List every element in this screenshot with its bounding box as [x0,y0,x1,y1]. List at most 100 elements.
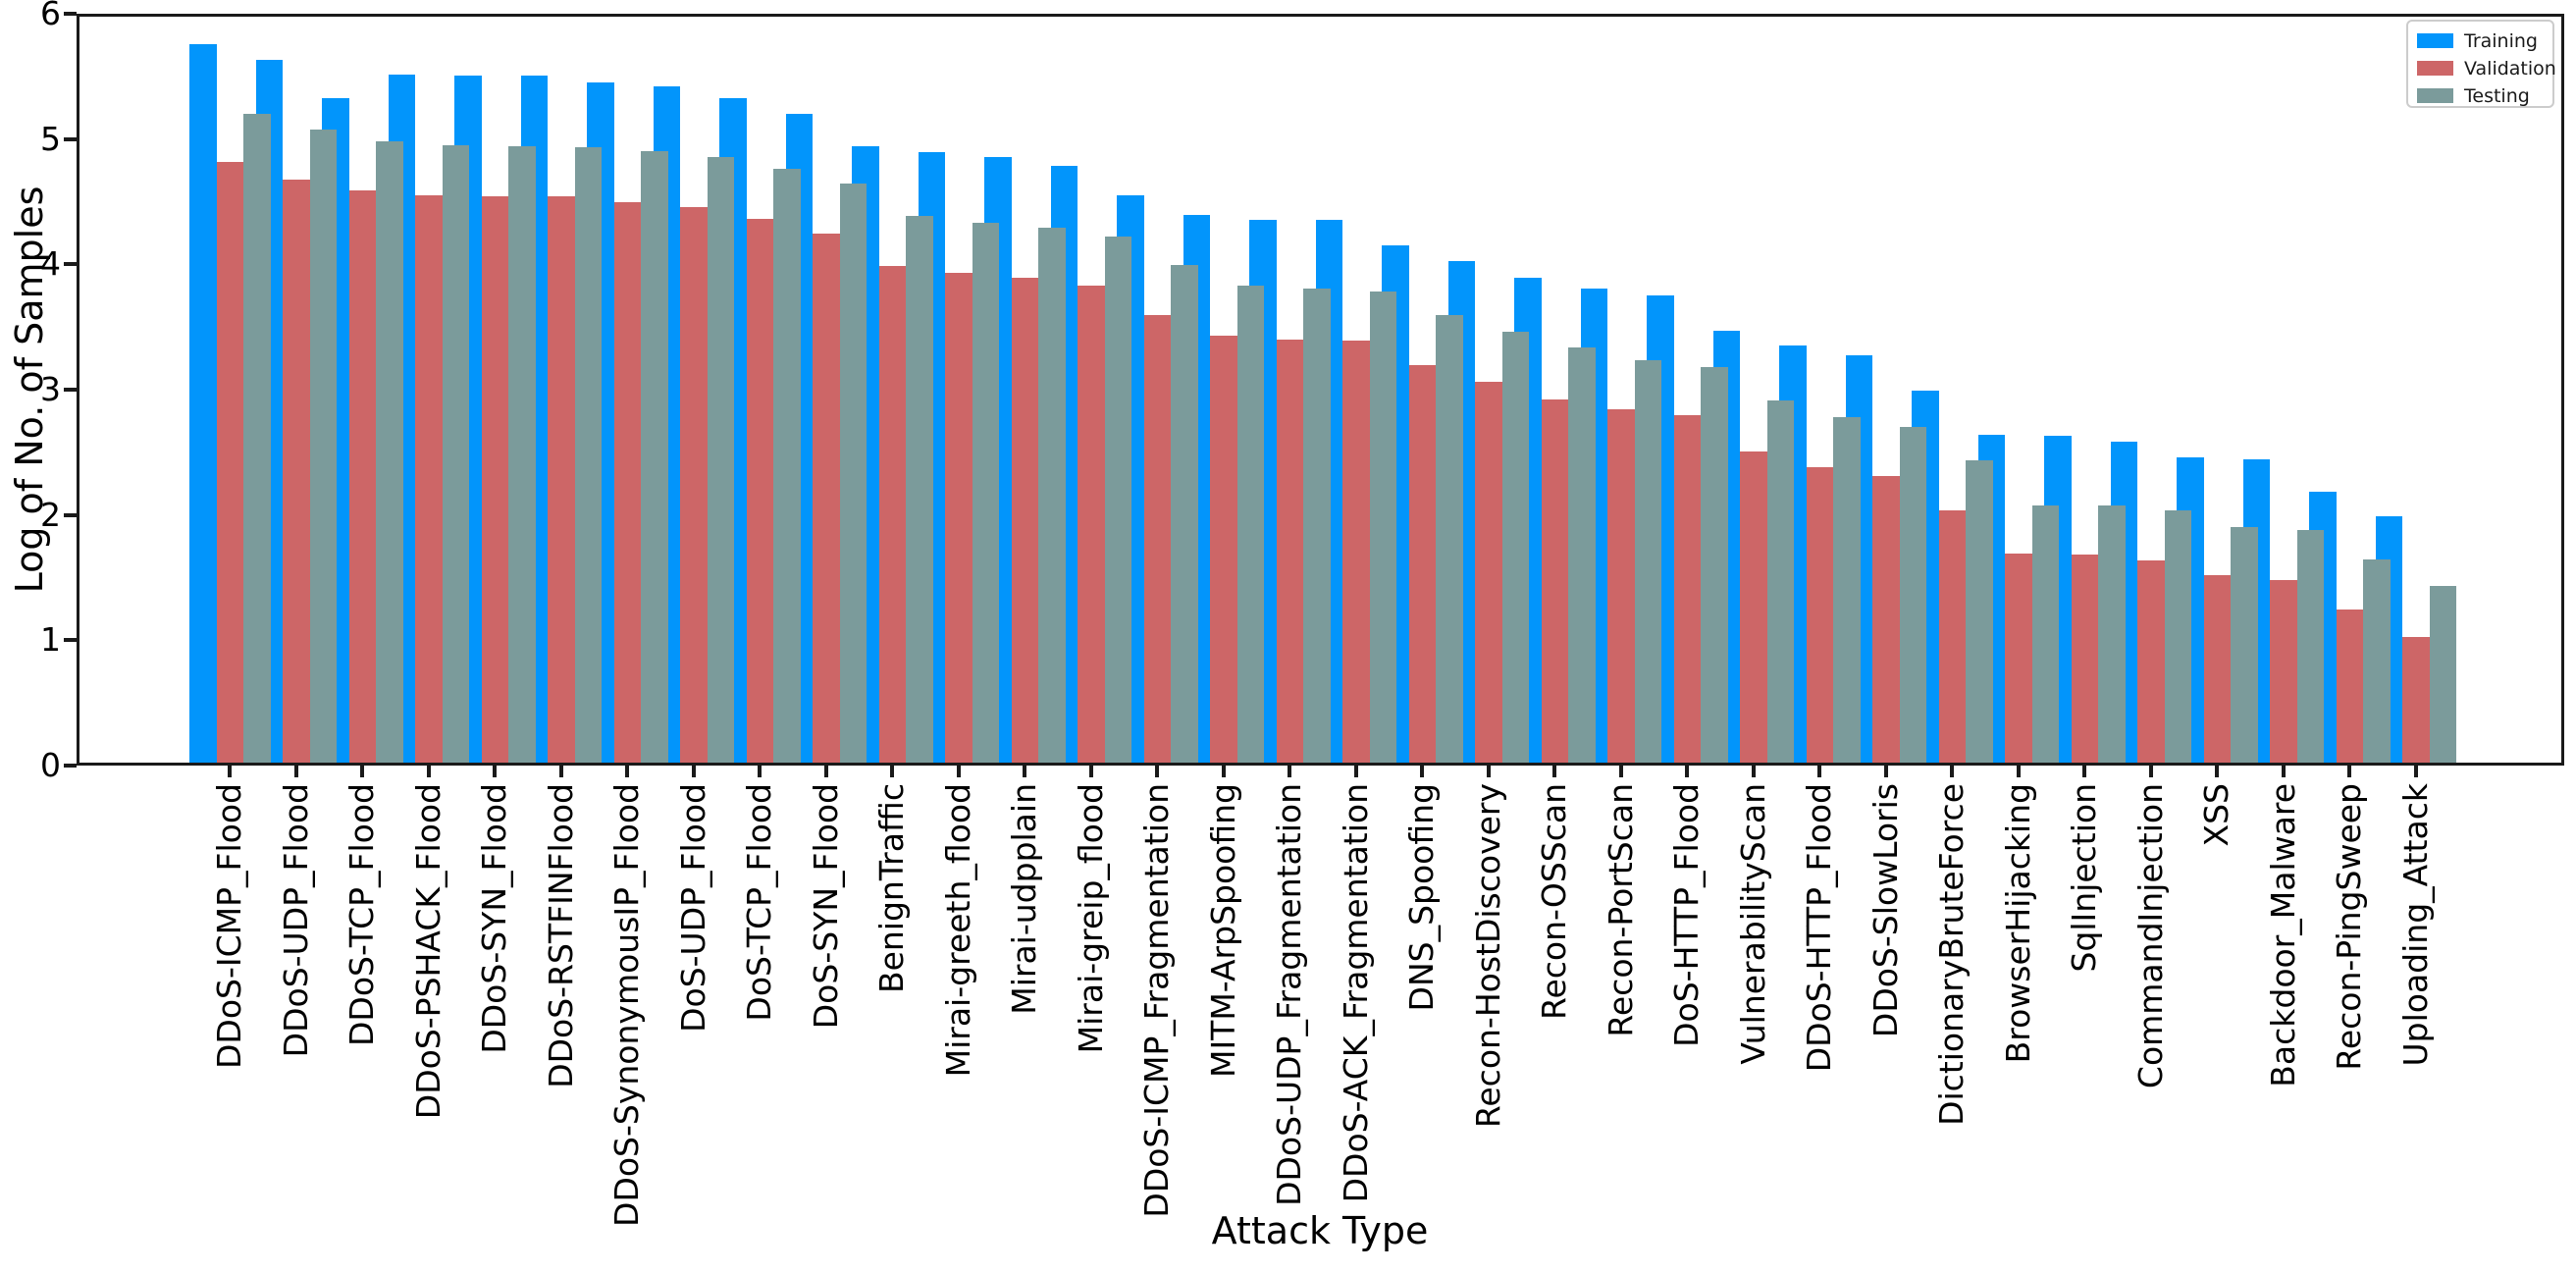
x-tick-mark [293,766,298,777]
x-tick-mark [1023,766,1027,777]
x-tick-mark [2215,766,2220,777]
bar-validation [1607,408,1635,763]
bar-testing [2098,505,2126,763]
bar-validation [2203,574,2231,763]
x-tick-mark [2082,766,2087,777]
bar-validation [1210,335,1237,763]
bar-testing [1104,236,1131,763]
legend-swatch-training [2417,33,2453,48]
bar-testing [1501,331,1529,763]
bar-testing [1833,416,1861,763]
bar-testing [1966,460,1993,763]
x-tick-label: MITM-ArpSpoofing [1203,783,1242,1079]
x-tick-mark [823,766,828,777]
x-tick-label: DoS-SYN_Flood [806,783,845,1030]
bar-validation [2402,637,2430,763]
y-tick-label: 4 [40,244,61,284]
bar-testing [1369,291,1396,763]
x-tick-label: DDoS-SynonymousIP_Flood [607,783,647,1227]
y-tick-mark [64,388,77,392]
bar-group [2177,11,2258,763]
bar-validation [1342,340,1370,763]
x-tick-mark [625,766,630,777]
bar-testing [1634,360,1661,763]
bar-validation [1938,510,1966,763]
bar-validation [216,162,243,763]
x-tick-mark [1353,766,1358,777]
bar-testing [243,113,271,763]
bar-testing [839,184,867,763]
legend-label: Training [2464,29,2538,52]
bar-validation [1408,365,1436,763]
bar-testing [641,151,668,763]
bar-testing [1171,265,1198,763]
bar-validation [415,194,443,763]
y-tick-mark [64,136,77,141]
bar-testing [1766,400,1794,763]
y-tick-label: 5 [40,119,61,158]
x-tick-mark [360,766,365,777]
x-tick-label: DDoS-SlowLoris [1866,783,1905,1038]
x-tick-label: DoS-HTTP_Flood [1667,783,1707,1047]
legend: Training Validation Testing [2406,20,2556,108]
y-tick-label: 0 [40,746,61,784]
bar-testing [376,140,403,763]
x-tick-label: Recon-PortScan [1601,783,1640,1037]
x-tick-label: Backdoor_Malware [2263,783,2302,1087]
bar-validation [481,195,508,763]
x-tick-mark [2016,766,2021,777]
x-tick-mark [493,766,498,777]
x-tick-label: Recon-OSScan [1535,783,1574,1020]
x-tick-label: DDoS-HTTP_Flood [1800,783,1839,1073]
y-tick-mark [64,638,77,643]
y-tick-label: 2 [40,495,61,534]
x-tick-label: DDoS-UDP_Flood [276,783,315,1058]
x-tick-mark [1883,766,1888,777]
bar-validation [2270,579,2297,763]
plot-area [77,14,2564,766]
bar-testing [1038,227,1066,763]
x-tick-mark [558,766,563,777]
bar-testing [1436,315,1463,763]
x-tick-mark [426,766,431,777]
y-tick-mark [64,764,77,768]
x-tick-mark [1420,766,1425,777]
x-tick-label: VulnerabilityScan [1733,783,1772,1065]
x-tick-mark [1088,766,1093,777]
x-tick-mark [1685,766,1690,777]
bar-validation [613,202,641,763]
x-tick-mark [2281,766,2286,777]
bar-testing [442,144,469,763]
x-tick-mark [2413,766,2418,777]
x-tick-mark [1288,766,1292,777]
y-tick-label: 6 [40,0,61,32]
bar-validation [1011,277,1038,763]
x-tick-label: Mirai-greip_flood [1071,783,1110,1054]
x-tick-label: DDoS-ACK_Fragmentation [1336,783,1375,1203]
legend-label: Validation [2464,57,2556,80]
bar-validation [1276,339,1303,763]
bar-testing [1303,289,1331,763]
x-tick-mark [890,766,895,777]
x-tick-label: SqlInjection [2065,783,2104,973]
x-tick-mark [1817,766,1822,777]
bar-validation [1143,315,1171,763]
bar-validation [1740,451,1767,763]
x-tick-mark [1552,766,1557,777]
bar-validation [1673,415,1701,763]
x-tick-label: DDoS-PSHACK_Flood [408,783,447,1120]
x-tick-label: BenignTraffic [872,783,912,994]
x-tick-label: Uploading_Attack [2395,783,2435,1067]
x-tick-mark [956,766,961,777]
bar-validation [2005,553,2032,763]
bar-testing [707,157,734,763]
bar-group [1779,11,1861,763]
x-tick-label: DNS_Spoofing [1402,783,1442,1012]
y-tick-mark [64,262,77,267]
bar-validation [1078,285,1105,763]
legend-item: Validation [2417,56,2556,80]
legend-swatch-testing [2417,88,2453,103]
legend-label: Testing [2464,84,2530,107]
x-tick-mark [1618,766,1623,777]
bar-validation [2071,555,2098,763]
